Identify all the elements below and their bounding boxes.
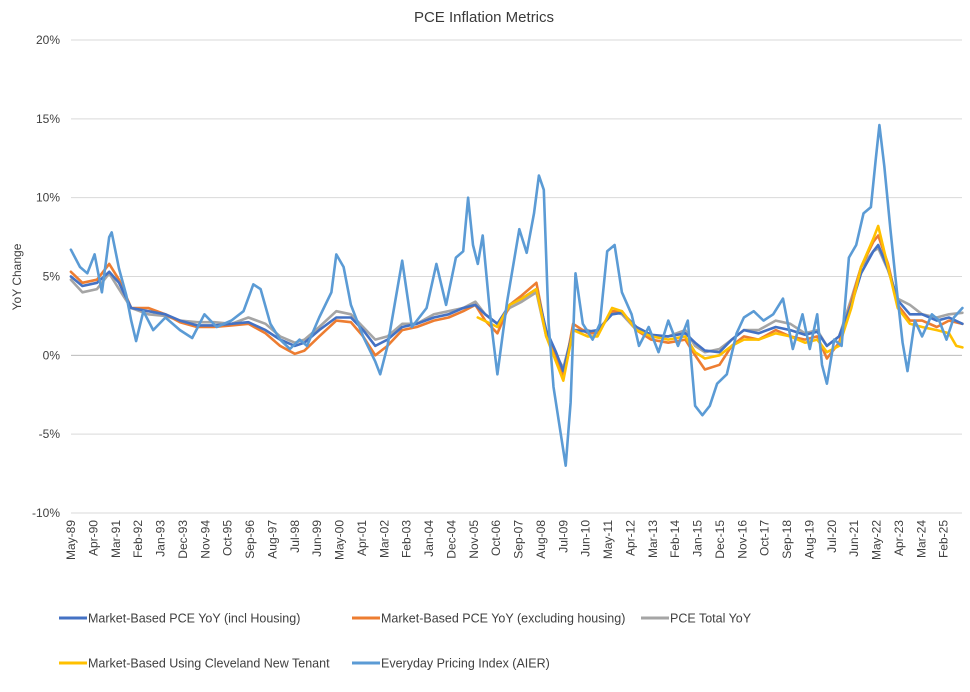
legend-label: Market-Based PCE YoY (excluding housing) xyxy=(381,612,625,626)
legend: Market-Based PCE YoY (incl Housing) Marke… xyxy=(59,612,752,671)
series-line-2 xyxy=(69,234,964,379)
x-tick-label: Aug-97 xyxy=(265,520,279,559)
x-tick-label: Mar-02 xyxy=(377,520,391,558)
y-tick-label: -5% xyxy=(39,427,61,441)
x-tick-label: May-00 xyxy=(333,520,347,560)
x-tick-label: Jun-99 xyxy=(310,520,324,557)
x-tick-label: Sep-07 xyxy=(512,520,526,559)
x-tick-label: Jun-21 xyxy=(847,520,861,557)
x-tick-label: May-11 xyxy=(601,520,615,559)
y-tick-label: 5% xyxy=(43,270,61,284)
x-tick-label: Apr-01 xyxy=(355,520,369,556)
x-tick-label: Oct-17 xyxy=(758,520,772,556)
y-tick-label: 15% xyxy=(36,112,60,126)
series-line-5 xyxy=(69,123,964,467)
x-tick-label: Nov-16 xyxy=(735,520,749,559)
x-tick-label: Feb-92 xyxy=(131,520,145,558)
x-tick-label: Jul-98 xyxy=(288,520,302,553)
y-tick-label: -10% xyxy=(32,506,60,520)
legend-label: Market-Based PCE YoY (incl Housing) xyxy=(88,612,300,626)
x-tick-label: May-89 xyxy=(64,520,78,560)
series-line-4 xyxy=(476,224,964,382)
x-tick-label: Aug-08 xyxy=(534,520,548,559)
x-tick-label: Jul-20 xyxy=(825,520,839,553)
legend-label: PCE Total YoY xyxy=(670,612,752,626)
y-tick-label: 10% xyxy=(36,191,60,205)
gridlines xyxy=(71,39,962,514)
x-tick-label: Jan-93 xyxy=(154,520,168,557)
x-axis-ticks: May-89 Apr-90 Mar-91 Feb-92 Jan-93 Dec-93 Nov-… xyxy=(64,520,951,560)
x-tick-label: Nov-05 xyxy=(467,520,481,559)
x-tick-label: Oct-95 xyxy=(221,520,235,556)
legend-label: Everyday Pricing Index (AIER) xyxy=(381,657,550,671)
y-axis-ticks: -10% -5% 0% 5% 10% 15% 20% xyxy=(32,33,60,520)
y-tick-label: 20% xyxy=(36,33,60,47)
legend-label: Market-Based Using Cleveland New Tenant xyxy=(88,657,330,671)
x-tick-label: Oct-06 xyxy=(489,520,503,556)
x-tick-label: Feb-03 xyxy=(400,520,414,558)
x-tick-label: Feb-25 xyxy=(937,520,951,558)
y-axis-label: YoY Change xyxy=(10,243,24,310)
x-tick-label: Mar-91 xyxy=(109,520,123,558)
x-tick-label: Apr-23 xyxy=(892,520,906,556)
x-tick-label: May-22 xyxy=(870,520,884,560)
x-tick-label: Jan-15 xyxy=(691,520,705,557)
x-tick-label: Mar-24 xyxy=(914,520,928,558)
chart-title: PCE Inflation Metrics xyxy=(414,9,554,26)
x-tick-label: Jul-09 xyxy=(556,520,570,553)
x-tick-label: Jun-10 xyxy=(579,520,593,557)
x-tick-label: Apr-90 xyxy=(86,520,100,556)
x-tick-label: Feb-14 xyxy=(668,520,682,558)
x-tick-label: Sep-96 xyxy=(243,520,257,559)
x-tick-label: Nov-94 xyxy=(198,520,212,559)
series-lines xyxy=(69,123,964,467)
y-tick-label: 0% xyxy=(43,348,61,362)
x-tick-label: Aug-19 xyxy=(802,520,816,559)
x-tick-label: Dec-93 xyxy=(176,520,190,559)
x-tick-label: Jan-04 xyxy=(422,520,436,557)
x-tick-label: Dec-15 xyxy=(713,520,727,559)
x-tick-label: Mar-13 xyxy=(646,520,660,558)
x-tick-label: Dec-04 xyxy=(444,520,458,559)
x-tick-label: Sep-18 xyxy=(780,520,794,559)
x-tick-label: Apr-12 xyxy=(623,520,637,556)
